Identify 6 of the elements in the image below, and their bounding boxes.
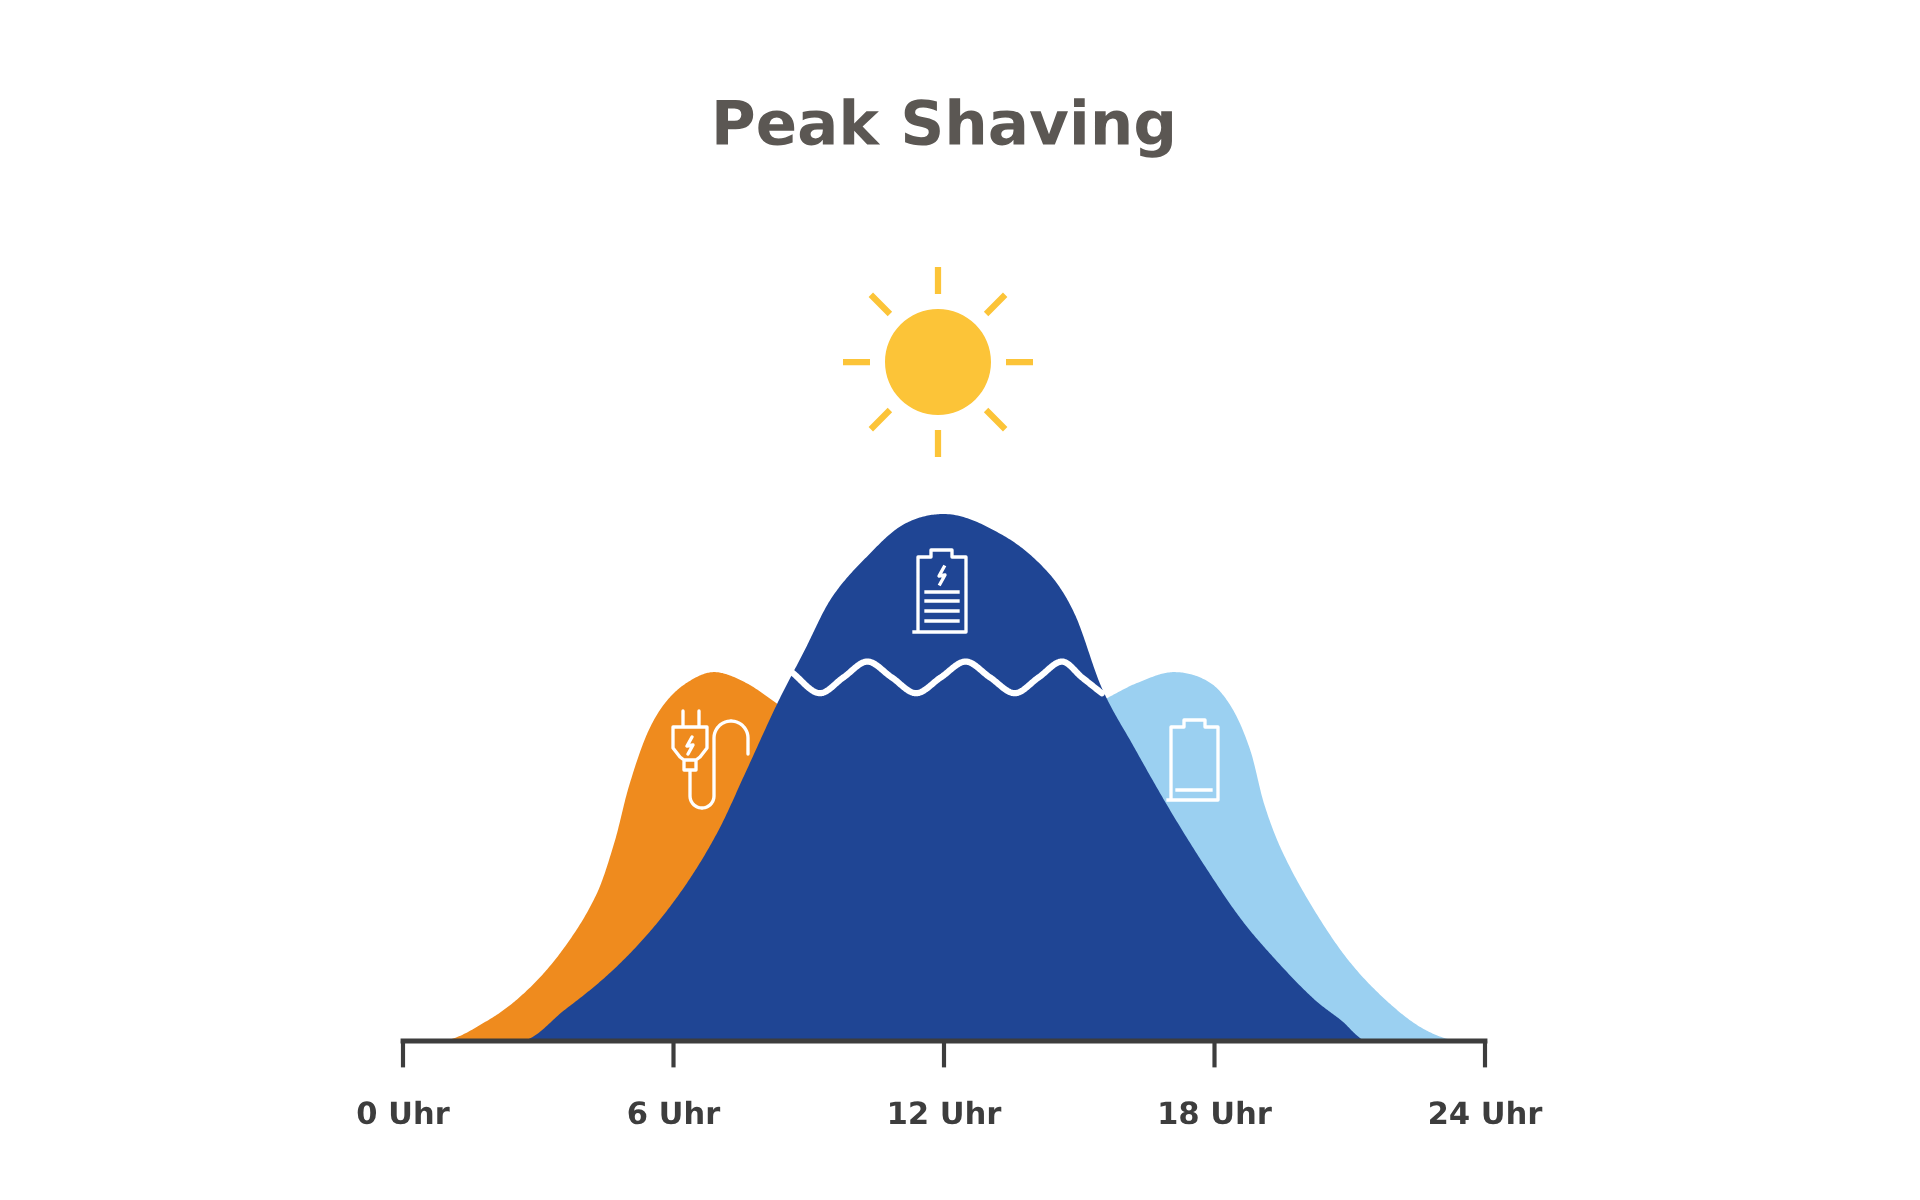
x-tick-label: 6 Uhr <box>628 1100 721 1125</box>
chart-title: Peak Shaving <box>716 98 1172 158</box>
x-tick-label: 12 Uhr <box>890 1100 1002 1125</box>
x-tick-label: 24 Uhr <box>1430 1100 1543 1125</box>
x-tick-label: 0 Uhr <box>357 1100 450 1125</box>
x-tick-label: 18 Uhr <box>1160 1100 1272 1125</box>
